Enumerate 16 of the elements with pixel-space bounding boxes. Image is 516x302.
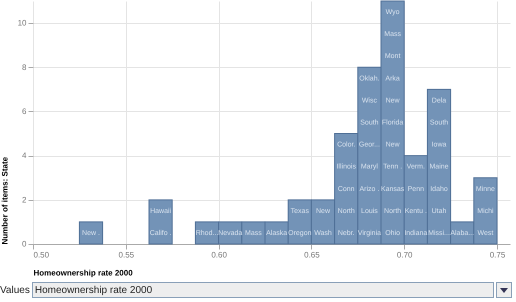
- x-tick-label: 0.75: [490, 250, 506, 260]
- y-tick-label: 6: [22, 106, 28, 116]
- dropdown-field: Homeownership rate 2000: [32, 282, 494, 298]
- x-tick-label: 0.55: [118, 250, 135, 260]
- text: Values: [0, 284, 30, 296]
- x-tick-label: 0.70: [396, 250, 414, 260]
- x-tick-label: 0.60: [211, 250, 228, 260]
- y-axis-title: Number of items: State: [0, 156, 10, 244]
- x-tick-label: 0.50: [34, 250, 50, 260]
- x-tick-label: 0.65: [304, 250, 320, 260]
- y-tick-label: 10: [18, 18, 28, 28]
- y-tick-label: 8: [22, 62, 28, 72]
- x-axis-title: Homeownership rate 2000: [34, 268, 134, 278]
- y-tick-label: 4: [22, 151, 28, 160]
- y-tick-label: 2: [22, 195, 28, 204]
- y-tick-label: 0: [22, 240, 28, 248]
